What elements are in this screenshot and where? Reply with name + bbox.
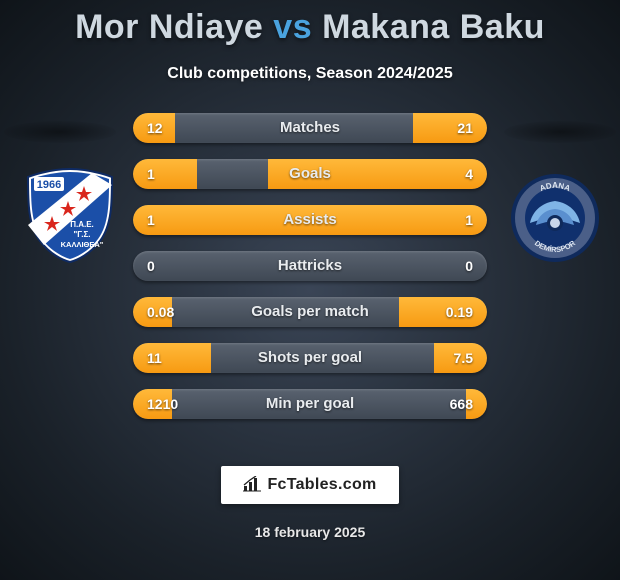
svg-text:"Γ.Σ.: "Γ.Σ. <box>74 230 91 239</box>
footer: FcTables.com 18 february 2025 <box>0 466 620 540</box>
metric-label: Assists <box>133 205 487 235</box>
value-left: 1 <box>147 159 155 189</box>
subtitle: Club competitions, Season 2024/2025 <box>0 65 620 83</box>
brand-text: FcTables.com <box>267 476 376 493</box>
date-text: 18 february 2025 <box>0 524 620 540</box>
crest-right: ADANA DEMİRSPOR <box>510 173 600 263</box>
value-left: 1 <box>147 205 155 235</box>
title-left: Mor Ndiaye <box>75 8 263 46</box>
title-vs: vs <box>273 8 312 46</box>
value-right: 0.19 <box>446 297 473 327</box>
value-right: 21 <box>457 113 473 143</box>
bar-row: Matches12 21 <box>133 113 487 143</box>
value-right: 1 <box>465 205 473 235</box>
crest-left: 1966 Π.Α.Ε. "Γ.Σ. ΚΑΛΛΙΘΕΑ" <box>20 167 120 263</box>
bar-row: Min per goal1210 668 <box>133 389 487 419</box>
value-right: 4 <box>465 159 473 189</box>
crest-left-year: 1966 <box>37 179 61 191</box>
comparison-stage: 1966 Π.Α.Ε. "Γ.Σ. ΚΑΛΛΙΘΕΑ" ADANA DEMİRS… <box>0 113 620 419</box>
bar-row: Assists1 1 <box>133 205 487 235</box>
metric-label: Min per goal <box>133 389 487 419</box>
bar-row: Goals per match0.08 0.19 <box>133 297 487 327</box>
brand-badge: FcTables.com <box>221 466 398 504</box>
value-right: 668 <box>450 389 473 419</box>
svg-text:ΚΑΛΛΙΘΕΑ": ΚΑΛΛΙΘΕΑ" <box>61 240 104 249</box>
bar-row: Shots per goal11 7.5 <box>133 343 487 373</box>
metric-label: Goals per match <box>133 297 487 327</box>
value-left: 1210 <box>147 389 178 419</box>
metric-label: Matches <box>133 113 487 143</box>
chart-icon <box>243 476 261 492</box>
page-title: Mor Ndiaye vs Makana Baku <box>0 0 620 47</box>
value-left: 11 <box>147 343 162 373</box>
value-right: 7.5 <box>454 343 473 373</box>
shadow-left <box>4 121 116 143</box>
value-left: 0 <box>147 251 155 281</box>
shadow-right <box>504 121 616 143</box>
metric-label: Shots per goal <box>133 343 487 373</box>
svg-text:Π.Α.Ε.: Π.Α.Ε. <box>70 220 94 229</box>
metric-label: Hattricks <box>133 251 487 281</box>
value-right: 0 <box>465 251 473 281</box>
title-right: Makana Baku <box>322 8 545 46</box>
value-left: 0.08 <box>147 297 174 327</box>
bar-row: Goals1 4 <box>133 159 487 189</box>
bars-container: Matches1221Goals14Assists11Hattricks00Go… <box>133 113 487 419</box>
bar-row: Hattricks0 0 <box>133 251 487 281</box>
value-left: 12 <box>147 113 163 143</box>
metric-label: Goals <box>133 159 487 189</box>
